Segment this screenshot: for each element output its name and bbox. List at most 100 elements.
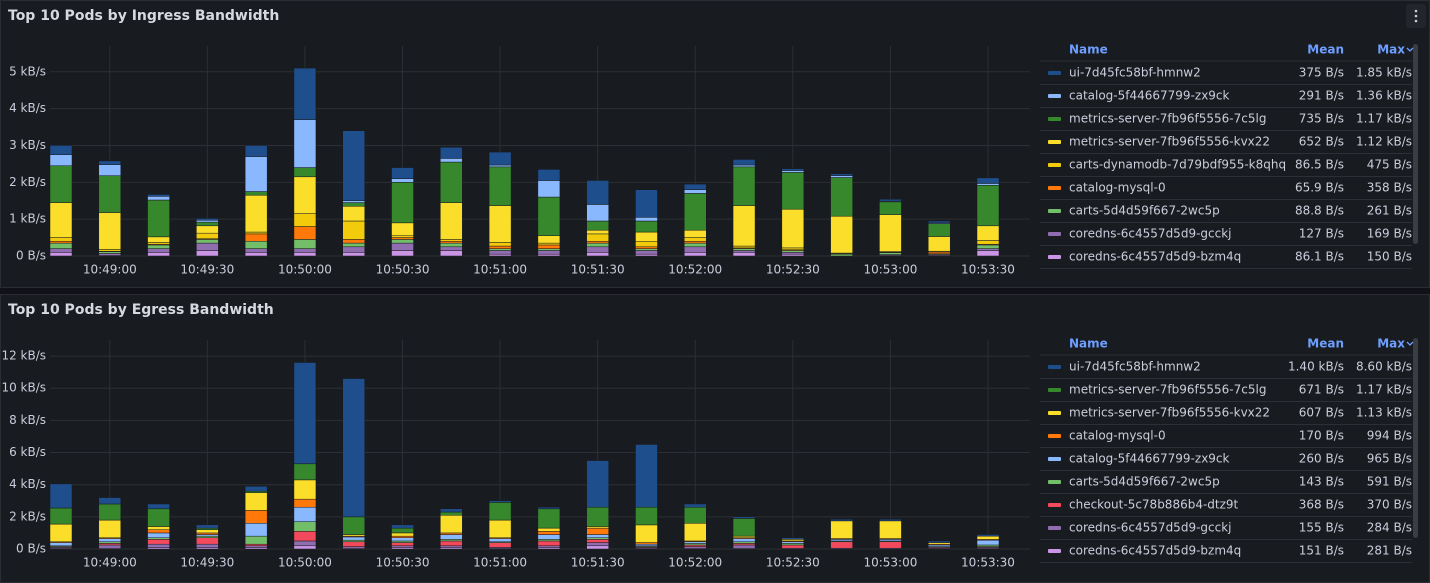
bar-segment	[147, 194, 170, 197]
bar-segment	[147, 526, 170, 530]
bar-segment	[830, 173, 853, 176]
legend-row[interactable]: catalog-5f44667799-zx9ck 260 B/s 965 B/s	[1040, 452, 1412, 471]
bar-segment	[244, 191, 268, 196]
legend-mean: 151 B/s	[1299, 544, 1344, 558]
bar-segment	[488, 245, 512, 249]
bar-segment	[830, 215, 853, 254]
legend-row[interactable]: carts-5d4d59f667-2wc5p 88.8 B/s 261 B/s	[1040, 204, 1412, 223]
bar-segment	[391, 524, 414, 529]
scrollbar[interactable]	[1413, 338, 1418, 538]
bar-segment	[293, 545, 317, 550]
bar-segment	[976, 177, 1000, 184]
bar-segment	[196, 239, 219, 244]
bar-segment	[488, 164, 512, 168]
bar-segment	[830, 519, 853, 522]
bar-segment	[293, 463, 317, 481]
bar-segment	[537, 534, 561, 540]
legend-row[interactable]: checkout-5c78b886b4-dtz9t 368 B/s 370 B/s	[1040, 498, 1412, 517]
bar-segment	[244, 486, 268, 492]
x-tick-label: 10:52:00	[668, 263, 722, 277]
bar-segment	[440, 514, 463, 534]
legend-row[interactable]: metrics-server-7fb96f5556-kvx22 652 B/s 1.…	[1040, 135, 1412, 154]
legend-row[interactable]: catalog-mysql-0 65.9 B/s 358 B/s	[1040, 181, 1412, 200]
bar-segment	[537, 248, 561, 251]
x-tick-label: 10:50:30	[376, 263, 430, 277]
bar-segment	[635, 524, 658, 543]
legend-row[interactable]: carts-5d4d59f667-2wc5p 143 B/s 591 B/s	[1040, 475, 1412, 494]
legend-mean: 735 B/s	[1299, 112, 1344, 126]
panel-menu[interactable]	[1406, 4, 1426, 28]
bar-segment	[440, 250, 463, 257]
bar-segment	[586, 242, 609, 248]
bar-segment	[342, 220, 365, 240]
legend-row[interactable]: metrics-server-7fb96f5556-7c5lg 671 B/s 1.…	[1040, 383, 1412, 402]
bar-segment	[537, 180, 561, 198]
bar-segment	[440, 508, 463, 513]
legend-row[interactable]: coredns-6c4557d5d9-bzm4q 86.1 B/s 150 B/s	[1040, 250, 1412, 269]
y-tick-label: 3 kB/s	[9, 138, 46, 152]
scrollbar[interactable]	[1413, 44, 1418, 244]
bar-segment	[586, 241, 609, 244]
legend-header: Mean	[1307, 337, 1344, 351]
legend-row[interactable]: metrics-server-7fb96f5556-7c5lg 735 B/s 1.…	[1040, 112, 1412, 131]
bar-segment	[98, 175, 122, 213]
legend-row[interactable]: coredns-6c4557d5d9-gcckj 155 B/s 284 B/s	[1040, 521, 1412, 540]
legend-header: Max	[1377, 337, 1405, 351]
bar-segment	[196, 543, 219, 548]
bar-segment	[440, 241, 463, 244]
bar-segment	[684, 193, 707, 231]
bar-segment	[440, 246, 463, 251]
bar-segment	[293, 252, 317, 257]
bar-segment	[635, 241, 658, 248]
legend-row[interactable]: metrics-server-7fb96f5556-kvx22 607 B/s 1.…	[1040, 406, 1412, 425]
legend-mean: 1.40 kB/s	[1288, 360, 1344, 374]
legend-header: Mean	[1307, 43, 1344, 57]
legend-name: metrics-server-7fb96f5556-kvx22	[1069, 406, 1270, 420]
bar-segment	[49, 248, 73, 253]
bar-segment	[293, 239, 317, 249]
sort-icon	[1406, 47, 1414, 52]
bar-segment	[830, 541, 853, 549]
y-tick-label: 6 kB/s	[9, 445, 46, 459]
legend-row[interactable]: coredns-6c4557d5d9-gcckj 127 B/s 169 B/s	[1040, 227, 1412, 246]
bar-segment	[976, 534, 1000, 537]
bar-segment	[147, 252, 170, 257]
legend-max: 1.13 kB/s	[1356, 406, 1412, 420]
legend-max: 370 B/s	[1367, 498, 1412, 512]
bar-segment	[732, 166, 756, 206]
bar-segment	[391, 239, 414, 244]
bar-segment	[49, 523, 73, 543]
legend-row[interactable]: catalog-5f44667799-zx9ck 291 B/s 1.36 kB/s	[1040, 89, 1412, 108]
bar-segment	[391, 235, 414, 238]
legend-row[interactable]: carts-dynamodb-7d79bdf955-k8qhq 86.5 B/s 4…	[1040, 158, 1412, 177]
x-tick-label: 10:52:30	[766, 263, 820, 277]
bar-segment	[488, 519, 512, 538]
bar-segment	[586, 233, 609, 242]
legend-row[interactable]: ui-7d45fc58bf-hmnw2 1.40 kB/s 8.60 kB/s	[1040, 360, 1412, 379]
bar-segment	[98, 538, 122, 543]
bar-segment	[830, 177, 853, 217]
bar-segment	[879, 201, 902, 215]
y-tick-label: 1 kB/s	[9, 212, 46, 226]
bar-segment	[342, 541, 365, 547]
legend-row[interactable]: catalog-mysql-0 170 B/s 994 B/s	[1040, 429, 1412, 448]
legend-name: catalog-5f44667799-zx9ck	[1069, 89, 1230, 103]
x-tick-label: 10:51:00	[473, 263, 527, 277]
bar-segment	[586, 246, 609, 253]
bar-segment	[440, 534, 463, 540]
y-tick-label: 4 kB/s	[9, 477, 46, 491]
legend-mean: 86.1 B/s	[1295, 250, 1344, 264]
x-tick-label: 10:50:30	[376, 556, 430, 570]
legend-row[interactable]: ui-7d45fc58bf-hmnw2 375 B/s 1.85 kB/s	[1040, 66, 1412, 85]
bar-segment	[293, 506, 317, 522]
bar-segment	[49, 241, 73, 244]
bar-segment	[293, 226, 317, 240]
legend-row[interactable]: coredns-6c4557d5d9-bzm4q 151 B/s 281 B/s	[1040, 544, 1412, 563]
bar-segment	[49, 507, 73, 525]
bar-segment	[488, 502, 512, 521]
bar-segment	[927, 236, 951, 252]
bar-segment	[879, 214, 902, 252]
x-tick-label: 10:51:30	[571, 263, 625, 277]
bar-segment	[196, 242, 219, 251]
